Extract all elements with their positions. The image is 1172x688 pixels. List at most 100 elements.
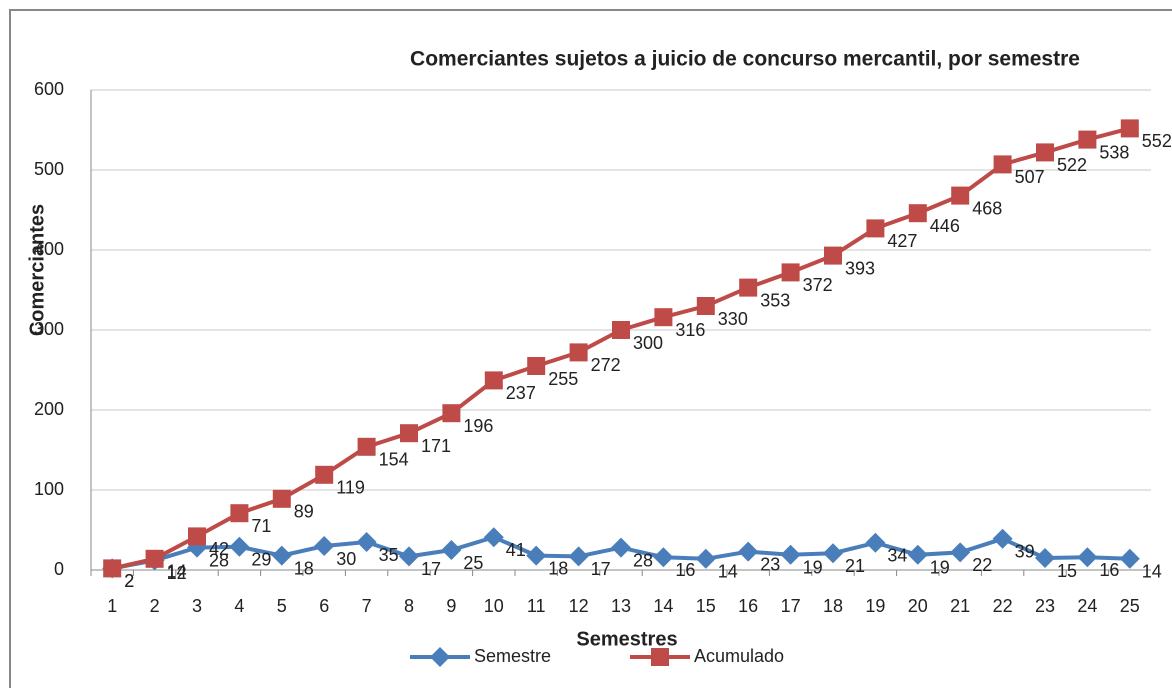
x-tick-label: 2 — [150, 596, 160, 616]
data-point — [696, 297, 715, 315]
data-label: 28 — [633, 550, 653, 570]
data-label: 17 — [421, 559, 441, 579]
x-tick-label: 21 — [950, 596, 970, 616]
data-label: 300 — [633, 333, 663, 353]
data-label: 12 — [167, 563, 187, 583]
data-point — [399, 546, 419, 567]
data-point — [781, 263, 800, 282]
y-tick-label: 0 — [54, 559, 64, 579]
data-label: 14 — [1142, 562, 1162, 582]
y-axis-title: Comerciantes — [26, 204, 48, 336]
data-point — [738, 541, 759, 562]
data-point — [992, 528, 1013, 549]
data-point — [865, 532, 886, 553]
data-point — [907, 544, 928, 565]
data-label: 19 — [803, 558, 823, 578]
data-label: 237 — [506, 383, 536, 403]
data-label: 522 — [1057, 155, 1087, 175]
data-label: 18 — [294, 558, 314, 578]
x-tick-label: 18 — [823, 596, 843, 616]
data-label: 16 — [1099, 560, 1119, 580]
data-point — [484, 371, 503, 390]
data-point — [229, 536, 250, 557]
data-label: 25 — [463, 553, 483, 573]
data-point — [569, 343, 588, 362]
x-tick-label: 23 — [1035, 596, 1055, 616]
data-point — [441, 540, 462, 560]
data-label: 71 — [251, 516, 271, 536]
data-label: 23 — [760, 554, 780, 574]
data-label: 538 — [1099, 142, 1129, 162]
data-point — [357, 437, 376, 456]
x-tick-label: 13 — [611, 596, 631, 616]
data-point — [780, 544, 801, 565]
data-label: 272 — [591, 355, 621, 375]
x-tick-label: 15 — [696, 596, 716, 616]
x-tick-label: 19 — [865, 596, 885, 616]
data-label: 507 — [1015, 167, 1045, 187]
data-point — [483, 527, 504, 548]
data-point — [356, 532, 377, 552]
x-tick-label: 3 — [192, 596, 202, 616]
data-label: 14 — [167, 562, 187, 582]
data-label: 353 — [760, 290, 790, 310]
data-point — [1120, 119, 1139, 138]
data-label: 196 — [463, 416, 493, 436]
data-label: 393 — [845, 258, 875, 278]
data-label: 171 — [421, 436, 451, 456]
x-tick-label: 16 — [738, 596, 758, 616]
data-point — [103, 559, 122, 578]
data-point — [1036, 143, 1054, 162]
data-label: 35 — [379, 545, 399, 565]
data-label: 17 — [591, 559, 611, 579]
x-tick-label: 20 — [908, 596, 928, 616]
data-label: 21 — [845, 556, 865, 576]
data-label: 41 — [506, 540, 526, 560]
x-tick-label: 25 — [1120, 596, 1140, 616]
y-tick-label: 400 — [34, 239, 64, 259]
data-label: 446 — [930, 216, 960, 236]
data-label: 372 — [803, 275, 833, 295]
data-label: 34 — [887, 546, 907, 566]
legend-label: Semestre — [474, 646, 551, 666]
data-point — [1078, 130, 1097, 149]
data-label: 39 — [1015, 542, 1035, 562]
y-tick-label: 100 — [34, 479, 64, 499]
data-point — [1035, 548, 1055, 568]
data-point — [568, 546, 589, 567]
data-label: 119 — [336, 478, 365, 498]
legend-marker — [651, 648, 669, 666]
data-label: 19 — [930, 558, 950, 578]
x-tick-label: 17 — [781, 596, 801, 616]
data-point — [654, 308, 673, 327]
y-tick-label: 500 — [34, 159, 64, 179]
x-axis-title: Semestres — [576, 628, 677, 650]
x-tick-label: 6 — [319, 596, 329, 616]
data-point — [612, 321, 630, 339]
data-label: 30 — [336, 549, 356, 569]
x-tick-label: 10 — [484, 596, 504, 616]
data-point — [951, 186, 970, 205]
data-label: 330 — [718, 309, 748, 329]
data-point — [442, 404, 461, 423]
x-tick-label: 5 — [277, 596, 287, 616]
x-tick-label: 12 — [569, 596, 589, 616]
x-tick-label: 14 — [653, 596, 673, 616]
data-point — [272, 489, 291, 508]
legend-label: Acumulado — [694, 646, 784, 666]
data-point — [526, 545, 547, 566]
data-label: 552 — [1142, 131, 1172, 151]
chart-frame — [9, 9, 1172, 688]
data-point — [1119, 548, 1140, 569]
data-point — [824, 246, 842, 265]
data-label: 14 — [718, 562, 738, 582]
x-tick-label: 4 — [234, 596, 244, 616]
x-tick-label: 22 — [993, 596, 1013, 616]
data-point — [400, 424, 418, 443]
data-label: 22 — [972, 555, 992, 575]
data-label: 255 — [548, 369, 578, 389]
data-label: 29 — [251, 550, 271, 570]
data-label: 427 — [887, 231, 917, 251]
x-tick-label: 24 — [1077, 596, 1097, 616]
